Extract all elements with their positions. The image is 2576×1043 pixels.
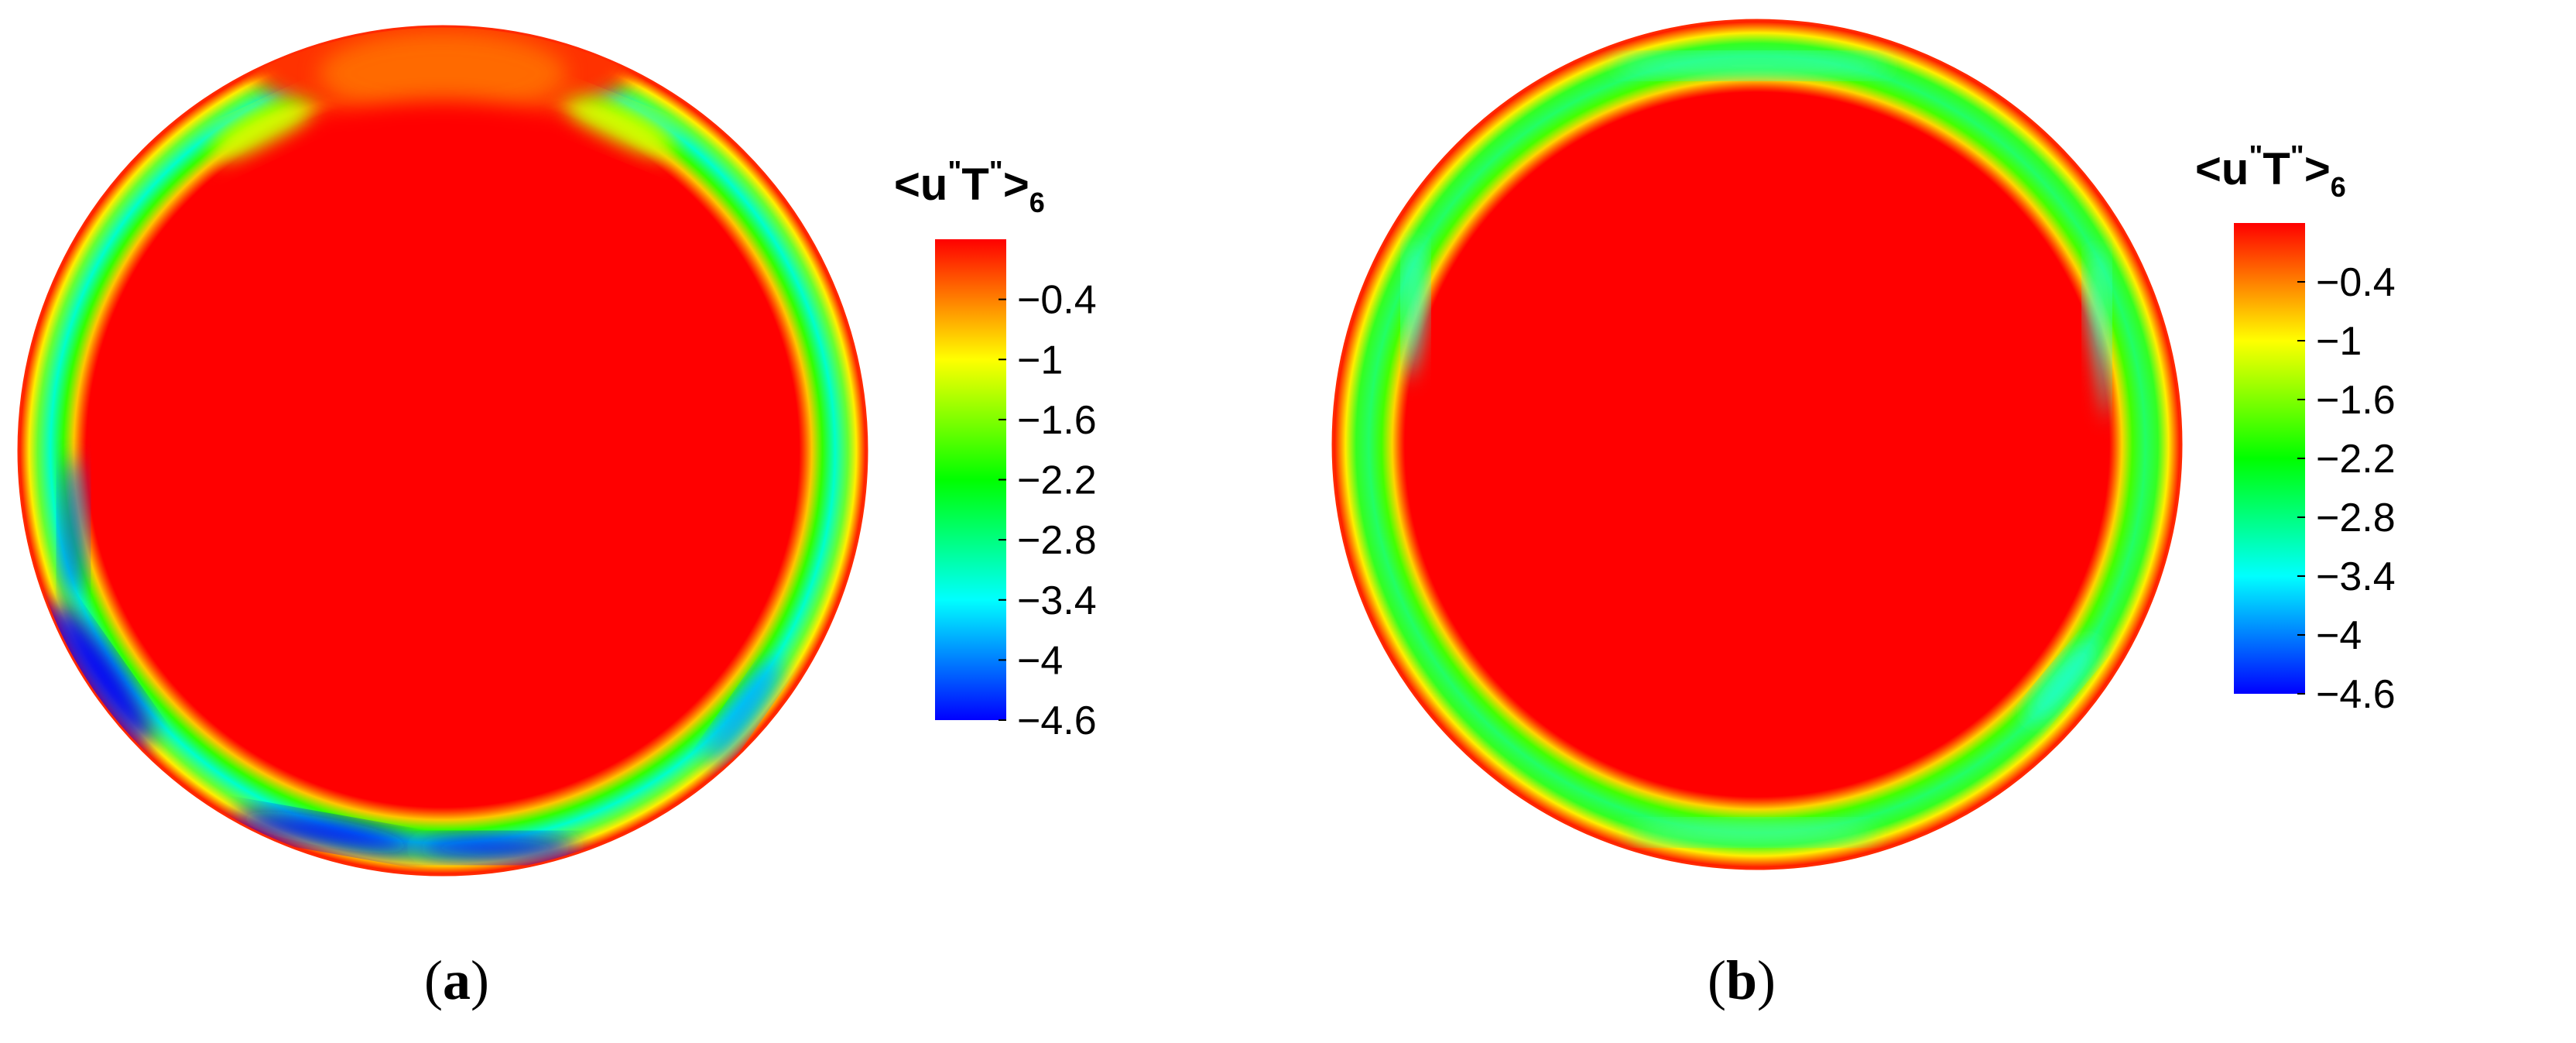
colorbar-tick-label: −1	[2316, 319, 2362, 364]
colorbar-tick-label: −2.8	[1017, 518, 1097, 563]
colorbar-tick-label: −3.4	[2316, 554, 2396, 599]
colorbar-b: −0.4 −1 −1.6 −2.2 −2.8 −3.4 −4 −4.6 <u"T">6	[2195, 140, 2396, 717]
colorbar-tick-label: −2.8	[2316, 496, 2396, 540]
contour-field-b	[1333, 20, 2181, 869]
colorbar-ticks-b: −0.4 −1 −1.6 −2.2 −2.8 −3.4 −4 −4.6	[2297, 260, 2396, 717]
colorbar-tick-label: −2.2	[1017, 458, 1097, 503]
colorbar-tick-label: −1	[1017, 338, 1063, 383]
colorbar-tick-label: −0.4	[1017, 278, 1097, 323]
panel-b: −0.4 −1 −1.6 −2.2 −2.8 −3.4 −4 −4.6 <u"T">6 (b)	[1288, 0, 2576, 1043]
colorbar-title-b: <u"T">6	[2195, 140, 2346, 203]
colorbar-title-a: <u"T">6	[894, 156, 1045, 218]
colorbar-tick-label: −0.4	[2316, 260, 2396, 305]
colorbar-tick-label: −3.4	[1017, 578, 1097, 623]
panel-a: −0.4 −1 −1.6 −2.2 −2.8 −3.4 −4 −4.6 <u"T">6 (a)	[17, 25, 1097, 1011]
colorbar-tick-label: −4	[2316, 613, 2362, 658]
domain-boundary-a	[17, 25, 868, 877]
colorbar-gradient	[2234, 223, 2305, 694]
domain-boundary-b	[1331, 19, 2183, 870]
colorbar-tick-label: −4.6	[2316, 672, 2396, 717]
panel-b-svg: −0.4 −1 −1.6 −2.2 −2.8 −3.4 −4 −4.6 <u"T">6	[1331, 19, 2396, 870]
colorbar-a: −0.4 −1 −1.6 −2.2 −2.8 −3.4 −4 −4.6 <u"T">6	[894, 156, 1097, 743]
subfigure-label-a: (a)	[424, 949, 489, 1011]
contour-field-a	[19, 26, 867, 875]
colorbar-tick-label: −1.6	[2316, 378, 2396, 423]
panel-a-svg: −0.4 −1 −1.6 −2.2 −2.8 −3.4 −4 −4.6 <u"T">6	[17, 25, 1097, 877]
colorbar-gradient	[935, 239, 1006, 720]
colorbar-tick-label: −4.6	[1017, 698, 1097, 743]
colorbar-tick-label: −2.2	[2316, 437, 2396, 482]
colorbar-tick-label: −4	[1017, 638, 1063, 683]
colorbar-ticks-a: −0.4 −1 −1.6 −2.2 −2.8 −3.4 −4 −4.6	[999, 278, 1097, 743]
colorbar-tick-label: −1.6	[1017, 398, 1097, 443]
subfigure-label-b: (b)	[1708, 949, 1776, 1011]
